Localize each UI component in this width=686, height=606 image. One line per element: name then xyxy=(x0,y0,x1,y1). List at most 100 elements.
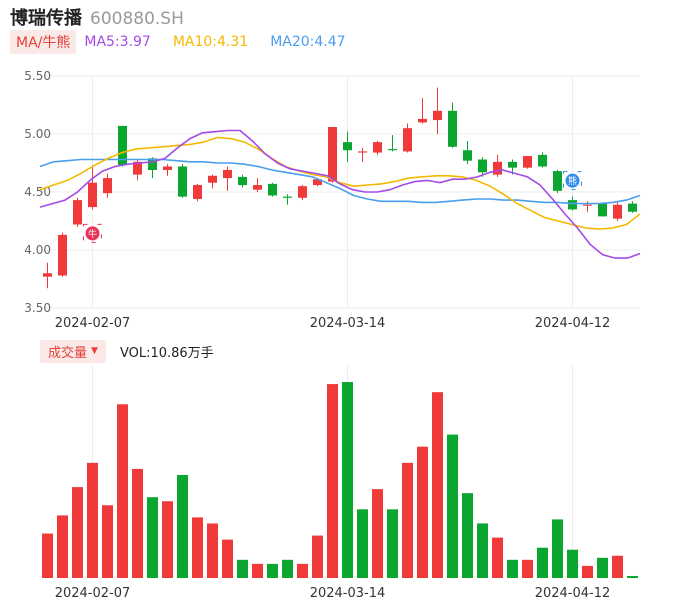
volume-x-tick-label: 2024-03-14 xyxy=(310,586,386,601)
candle-body xyxy=(328,127,337,182)
candle-body xyxy=(553,171,562,191)
candle-body xyxy=(628,203,637,212)
candle-body xyxy=(268,183,277,196)
candle-body xyxy=(193,185,202,199)
volume-bar xyxy=(327,384,338,578)
candle-body xyxy=(478,159,487,173)
volume-bar xyxy=(57,515,68,578)
volume-bar xyxy=(627,575,638,578)
candle-body xyxy=(448,110,457,147)
candle-body xyxy=(283,196,292,198)
volume-bar xyxy=(342,382,353,578)
ma-legend: MA/牛熊 MA5:3.97 MA10:4.31 MA20:4.47 xyxy=(10,30,368,54)
candle-body xyxy=(403,128,412,152)
volume-bar xyxy=(267,563,278,578)
volume-bar xyxy=(297,563,308,578)
volume-bar xyxy=(117,404,128,578)
volume-dropdown[interactable]: 成交量 ▼ xyxy=(40,339,106,363)
candle-body xyxy=(523,156,532,168)
volume-dropdown-label: 成交量 xyxy=(48,345,88,361)
volume-legend: 成交量 ▼ VOL:10.86万手 xyxy=(40,339,214,363)
volume-bar xyxy=(357,509,368,578)
y-tick-label: 5.50 xyxy=(24,69,51,83)
volume-bar xyxy=(432,392,443,578)
candle-body xyxy=(358,151,367,153)
candle-body xyxy=(43,273,52,277)
volume-bar xyxy=(252,563,263,578)
candle-body xyxy=(493,161,502,175)
volume-bar xyxy=(147,497,158,578)
candle-body xyxy=(463,150,472,161)
candle-body xyxy=(223,169,232,179)
volume-bar xyxy=(372,489,383,578)
volume-bar xyxy=(237,559,248,578)
candle-body xyxy=(508,161,517,168)
candle-body xyxy=(613,204,622,219)
candle-body xyxy=(583,204,592,206)
volume-bar xyxy=(522,559,533,578)
x-tick-label: 2024-02-07 xyxy=(55,316,131,331)
volume-bar xyxy=(597,557,608,578)
candle-body xyxy=(208,175,217,183)
bull-marker-icon[interactable]: 牛 xyxy=(83,223,102,243)
candle-body xyxy=(388,149,397,151)
volume-bar xyxy=(492,537,503,578)
ma5-line xyxy=(39,129,641,259)
volume-bar xyxy=(132,468,143,578)
ma20-line xyxy=(39,158,641,205)
candle-body xyxy=(238,176,247,186)
svg-text:牛: 牛 xyxy=(88,228,97,240)
volume-bar xyxy=(102,505,113,578)
volume-bar xyxy=(387,509,398,578)
volume-bar xyxy=(417,446,428,578)
volume-bar xyxy=(507,559,518,578)
candle-body xyxy=(163,166,172,170)
candle-body xyxy=(253,185,262,190)
x-tick-label: 2024-04-12 xyxy=(535,316,611,331)
ma10-label: MA10:4.31 xyxy=(172,34,249,50)
volume-bar xyxy=(447,434,458,578)
candle-body xyxy=(178,166,187,197)
volume-x-tick-label: 2024-04-12 xyxy=(535,586,611,601)
volume-bar xyxy=(462,493,473,578)
candle-body xyxy=(58,234,67,276)
candle-body xyxy=(148,158,157,170)
y-tick-label: 3.50 xyxy=(24,301,51,315)
ma20-label: MA20:4.47 xyxy=(270,34,346,50)
x-tick-label: 2024-03-14 xyxy=(310,316,386,331)
volume-bar xyxy=(477,523,488,578)
volume-bar xyxy=(42,533,53,578)
candle-body xyxy=(103,178,112,194)
volume-bar xyxy=(222,539,233,578)
volume-bar xyxy=(582,565,593,578)
candle-body xyxy=(133,161,142,175)
y-tick-label: 4.00 xyxy=(24,243,51,257)
volume-bar xyxy=(177,474,188,578)
candle-body xyxy=(538,154,547,167)
volume-bar xyxy=(282,559,293,578)
volume-bar xyxy=(87,462,98,578)
bear-marker-icon[interactable]: 熊 xyxy=(563,171,582,191)
ma10-line xyxy=(39,136,641,230)
volume-bar xyxy=(72,487,83,578)
stock-name: 博瑞传播 xyxy=(10,8,82,29)
volume-bar xyxy=(162,501,173,578)
volume-value: VOL:10.86万手 xyxy=(119,345,214,361)
volume-bar xyxy=(537,547,548,578)
candle-body xyxy=(298,186,307,198)
caret-down-icon: ▼ xyxy=(91,346,98,356)
volume-bar xyxy=(612,555,623,578)
volume-bar xyxy=(192,517,203,578)
volume-bar xyxy=(207,523,218,578)
volume-bar xyxy=(567,549,578,578)
ma5-label: MA5:3.97 xyxy=(84,34,151,50)
ma-toggle-button[interactable]: MA/牛熊 xyxy=(10,30,77,54)
candle-body xyxy=(568,200,577,210)
candle-body xyxy=(433,110,442,121)
svg-text:熊: 熊 xyxy=(568,175,577,187)
stock-code: 600880.SH xyxy=(90,9,184,29)
volume-bar xyxy=(552,519,563,578)
candle-body xyxy=(373,142,382,153)
candle-body xyxy=(343,142,352,151)
